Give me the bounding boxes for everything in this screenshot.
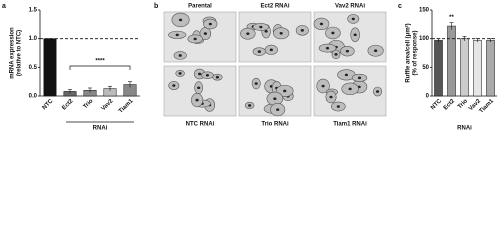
- nucleus: [193, 37, 197, 41]
- nucleus: [208, 22, 212, 26]
- nucleus: [334, 53, 338, 56]
- nucleus: [175, 33, 179, 37]
- nucleus: [319, 22, 324, 26]
- image-label: Trio RNAi: [261, 122, 289, 128]
- panel-letter: a: [2, 3, 6, 10]
- nucleus: [344, 73, 349, 77]
- nucleus: [246, 32, 250, 35]
- nucleus: [205, 73, 210, 77]
- nucleus: [257, 50, 261, 53]
- nucleus: [178, 18, 183, 22]
- x-tick-label: NTC: [430, 98, 443, 111]
- nucleus: [336, 105, 340, 108]
- panel-letter: c: [398, 3, 402, 10]
- nucleus: [273, 97, 277, 101]
- x-tick-label: Ect2: [61, 98, 75, 112]
- bar: [486, 40, 495, 97]
- annotation: **: [449, 15, 454, 21]
- y-tick-label: 0: [426, 94, 430, 100]
- figure: a mRNA expression (relative to NTC) 0.0 0.5 1…: [2, 3, 497, 132]
- nucleus: [375, 90, 380, 93]
- nucleus: [353, 33, 357, 37]
- nucleus: [264, 30, 268, 33]
- nucleus: [178, 72, 182, 75]
- bar: [473, 40, 482, 97]
- x-tick-label: NTC: [42, 98, 55, 111]
- y-tick-label: 1.0: [29, 36, 38, 42]
- nucleus: [203, 32, 207, 35]
- y-tick-label: 150: [419, 8, 430, 14]
- nucleus: [283, 89, 287, 93]
- nucleus: [269, 48, 273, 52]
- nucleus: [198, 72, 202, 76]
- nucleus: [348, 87, 352, 91]
- image-label: NTC RNAi: [186, 122, 215, 128]
- nucleus: [325, 46, 330, 50]
- nucleus: [195, 98, 199, 102]
- x-tick-label: Vav2: [101, 98, 115, 112]
- x-tick-label: Tiam1: [118, 98, 135, 115]
- image-label: Parental: [188, 4, 212, 10]
- x-tick-label: Trio: [82, 98, 94, 110]
- y-tick-label: 100: [419, 36, 430, 42]
- bracket: [69, 65, 131, 70]
- image-label: Tiam1 RNAi: [333, 122, 367, 128]
- image-label: Vav2 RNAi: [335, 4, 365, 10]
- nucleus: [331, 31, 335, 35]
- y-tick-label: 0.0: [29, 94, 38, 100]
- nucleus: [357, 76, 362, 80]
- x-tick-label: Tiam1: [479, 98, 496, 115]
- y-tick-label: 1.5: [29, 8, 38, 14]
- nucleus: [300, 29, 304, 32]
- panel-letter: b: [154, 3, 158, 10]
- y-tick-label: 50: [422, 65, 429, 71]
- bar: [460, 38, 469, 97]
- y-tick-label: 0.5: [29, 65, 38, 71]
- nucleus: [351, 17, 355, 21]
- y-axis-label: Ruffle area/cell (μm²): [405, 23, 412, 82]
- nucleus: [254, 82, 258, 85]
- x-tick-label: Ect2: [443, 98, 457, 112]
- image-label: Ect2 RNAi: [260, 4, 289, 10]
- annotation: ****: [95, 59, 105, 65]
- y-axis-label: mRNA expression: [10, 27, 16, 79]
- nucleus: [215, 75, 220, 79]
- y-axis-label: (relative to NTC): [17, 30, 23, 76]
- nucleus: [259, 25, 263, 29]
- nucleus: [178, 54, 182, 57]
- nucleus: [345, 49, 349, 53]
- y-axis-label: (% of response): [413, 30, 419, 75]
- bar: [447, 25, 456, 97]
- nucleus: [248, 104, 252, 107]
- bar: [43, 38, 57, 97]
- x-axis-label: RNAi: [93, 126, 108, 132]
- x-axis-label: RNAi: [457, 126, 472, 132]
- nucleus: [172, 84, 176, 87]
- nucleus: [374, 49, 378, 52]
- nucleus: [279, 31, 283, 35]
- nucleus: [321, 84, 325, 88]
- nucleus: [276, 108, 280, 111]
- nucleus: [197, 86, 201, 90]
- nucleus: [329, 95, 333, 99]
- bar: [434, 40, 443, 97]
